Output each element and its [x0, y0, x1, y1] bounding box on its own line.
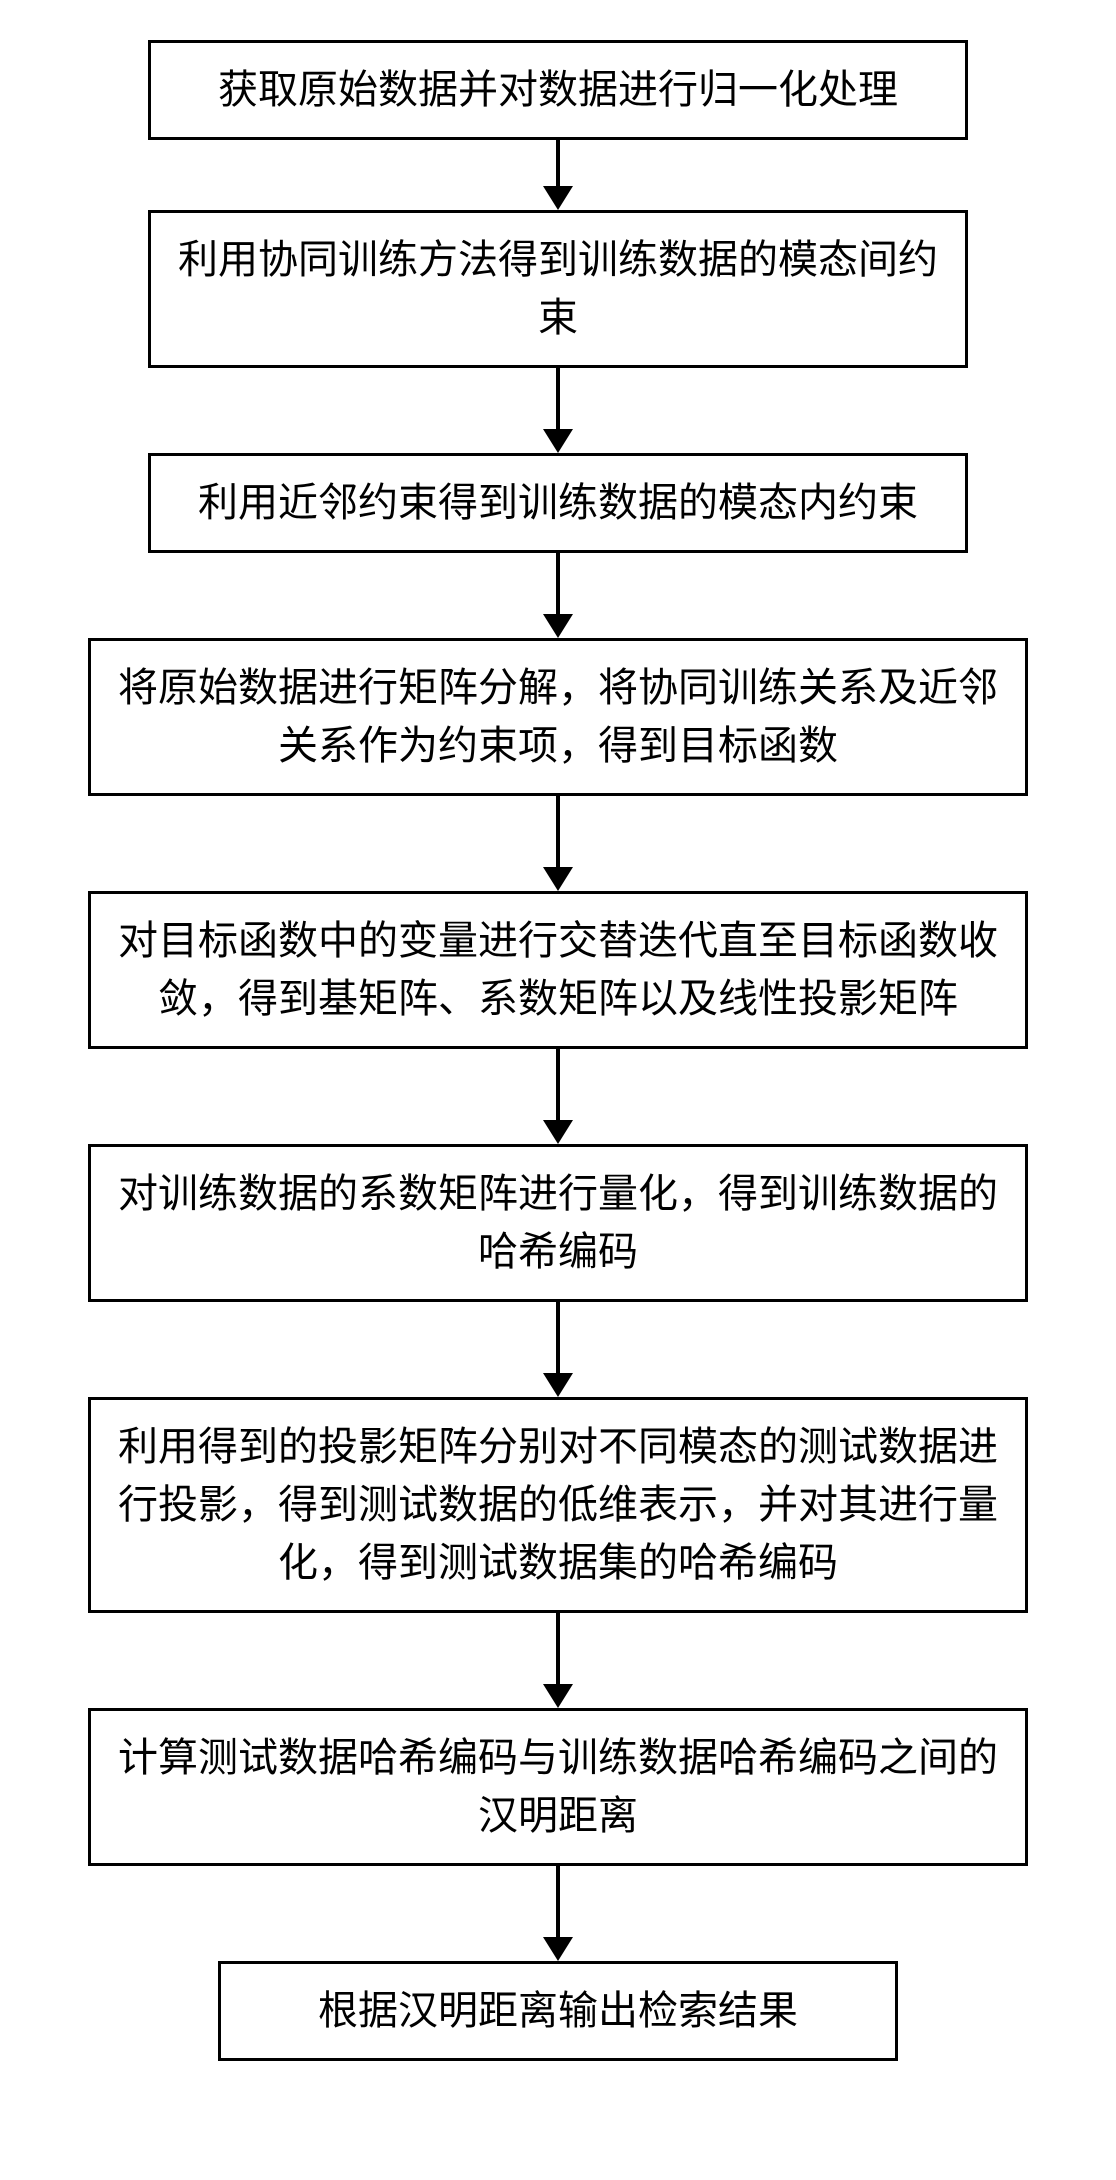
arrow-shaft: [556, 1613, 560, 1684]
flow-arrow-1: [543, 140, 573, 210]
flow-node-7-label: 利用得到的投影矩阵分别对不同模态的测试数据进行投影，得到测试数据的低维表示，并对…: [115, 1418, 1001, 1592]
flow-arrow-7: [543, 1613, 573, 1708]
flow-arrow-4: [543, 796, 573, 891]
arrow-shaft: [556, 553, 560, 614]
arrow-head-icon: [543, 429, 573, 453]
flow-arrow-6: [543, 1302, 573, 1397]
arrow-shaft: [556, 140, 560, 186]
flow-node-6: 对训练数据的系数矩阵进行量化，得到训练数据的哈希编码: [88, 1144, 1028, 1302]
flow-node-5: 对目标函数中的变量进行交替迭代直至目标函数收敛，得到基矩阵、系数矩阵以及线性投影…: [88, 891, 1028, 1049]
flow-node-7: 利用得到的投影矩阵分别对不同模态的测试数据进行投影，得到测试数据的低维表示，并对…: [88, 1397, 1028, 1613]
flow-node-1: 获取原始数据并对数据进行归一化处理: [148, 40, 968, 140]
arrow-head-icon: [543, 1684, 573, 1708]
arrow-head-icon: [543, 186, 573, 210]
flow-node-5-label: 对目标函数中的变量进行交替迭代直至目标函数收敛，得到基矩阵、系数矩阵以及线性投影…: [115, 912, 1001, 1028]
arrow-head-icon: [543, 1120, 573, 1144]
flow-node-4: 将原始数据进行矩阵分解，将协同训练关系及近邻关系作为约束项，得到目标函数: [88, 638, 1028, 796]
flow-arrow-5: [543, 1049, 573, 1144]
flow-node-9: 根据汉明距离输出检索结果: [218, 1961, 898, 2061]
flow-node-1-label: 获取原始数据并对数据进行归一化处理: [218, 61, 898, 119]
arrow-shaft: [556, 1302, 560, 1373]
flow-arrow-3: [543, 553, 573, 638]
flow-node-8: 计算测试数据哈希编码与训练数据哈希编码之间的汉明距离: [88, 1708, 1028, 1866]
flow-node-9-label: 根据汉明距离输出检索结果: [318, 1982, 798, 2040]
flow-node-3: 利用近邻约束得到训练数据的模态内约束: [148, 453, 968, 553]
flow-node-8-label: 计算测试数据哈希编码与训练数据哈希编码之间的汉明距离: [115, 1729, 1001, 1845]
arrow-shaft: [556, 1049, 560, 1120]
arrow-shaft: [556, 368, 560, 429]
flow-node-3-label: 利用近邻约束得到训练数据的模态内约束: [198, 474, 918, 532]
arrow-shaft: [556, 1866, 560, 1937]
flow-node-4-label: 将原始数据进行矩阵分解，将协同训练关系及近邻关系作为约束项，得到目标函数: [115, 659, 1001, 775]
flow-arrow-8: [543, 1866, 573, 1961]
flow-node-2: 利用协同训练方法得到训练数据的模态间约束: [148, 210, 968, 368]
arrow-head-icon: [543, 614, 573, 638]
flow-node-6-label: 对训练数据的系数矩阵进行量化，得到训练数据的哈希编码: [115, 1165, 1001, 1281]
flow-arrow-2: [543, 368, 573, 453]
flowchart-container: 获取原始数据并对数据进行归一化处理 利用协同训练方法得到训练数据的模态间约束 利…: [78, 40, 1038, 2061]
flow-node-2-label: 利用协同训练方法得到训练数据的模态间约束: [175, 231, 941, 347]
arrow-head-icon: [543, 1937, 573, 1961]
arrow-head-icon: [543, 867, 573, 891]
arrow-head-icon: [543, 1373, 573, 1397]
arrow-shaft: [556, 796, 560, 867]
